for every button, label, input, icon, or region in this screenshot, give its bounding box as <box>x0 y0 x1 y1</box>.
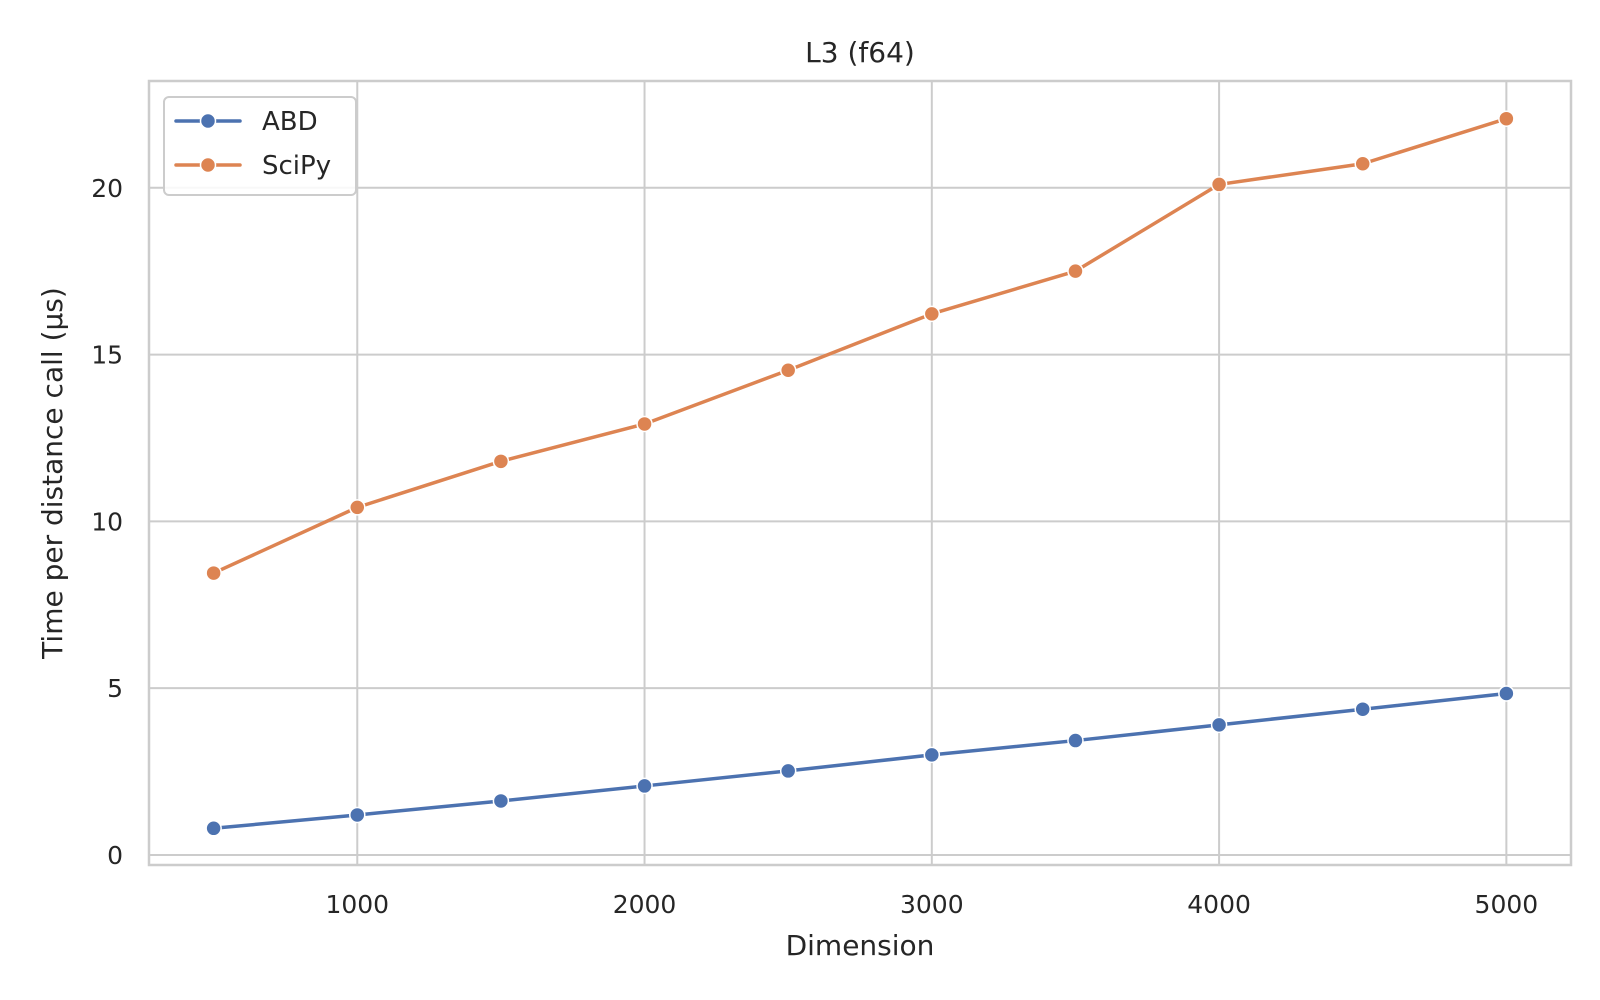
data-point-abd <box>205 820 222 837</box>
legend-label-scipy: SciPy <box>262 151 331 181</box>
x-tick-label: 5000 <box>1475 890 1539 919</box>
y-axis-label: Time per distance call (µs) <box>36 287 69 660</box>
y-tick-label: 5 <box>107 674 123 703</box>
x-axis-label: Dimension <box>786 929 935 962</box>
series-scipy <box>205 110 1515 582</box>
series-line-abd <box>211 691 1509 831</box>
x-tick-label: 3000 <box>900 890 964 919</box>
y-tick-label: 10 <box>91 507 123 536</box>
data-point-abd <box>1067 732 1084 749</box>
grid-layer <box>149 81 1571 865</box>
data-point-scipy <box>492 453 510 470</box>
data-point-scipy <box>1498 110 1515 127</box>
data-point-abd <box>636 777 653 795</box>
data-point-scipy <box>1210 176 1228 193</box>
plot-frame <box>147 79 1573 867</box>
series-abd <box>205 685 1515 837</box>
data-point-scipy <box>205 564 222 582</box>
data-point-scipy <box>1354 155 1371 172</box>
data-point-abd <box>1498 685 1515 702</box>
legend-abd-marker <box>199 112 217 130</box>
legend-label-abd: ABD <box>262 107 318 137</box>
x-tick-label: 4000 <box>1187 890 1251 919</box>
y-tick-label: 20 <box>91 174 123 203</box>
y-tick-label: 0 <box>107 841 123 870</box>
data-point-scipy <box>349 499 366 516</box>
data-point-scipy <box>1067 262 1084 280</box>
tick-layer: 1000 2000 3000 4000 5000 0 5 10 15 20 <box>91 174 1538 919</box>
data-point-abd <box>923 746 941 764</box>
data-point-abd <box>492 792 510 810</box>
x-tick-label: 2000 <box>613 890 677 919</box>
series-line-scipy <box>211 116 1509 575</box>
legend: ABD SciPy <box>163 96 357 196</box>
data-point-abd <box>779 762 797 780</box>
data-point-scipy <box>636 415 653 433</box>
series-layer <box>205 110 1515 837</box>
data-point-scipy <box>779 361 797 379</box>
data-point-abd <box>1210 716 1228 734</box>
chart-title: L3 (f64) <box>805 36 915 69</box>
data-point-scipy <box>923 305 941 323</box>
y-tick-label: 15 <box>91 341 123 370</box>
data-point-abd <box>1354 700 1371 718</box>
legend-scipy-marker <box>199 156 217 174</box>
data-point-abd <box>349 806 366 824</box>
x-tick-label: 1000 <box>325 890 389 919</box>
